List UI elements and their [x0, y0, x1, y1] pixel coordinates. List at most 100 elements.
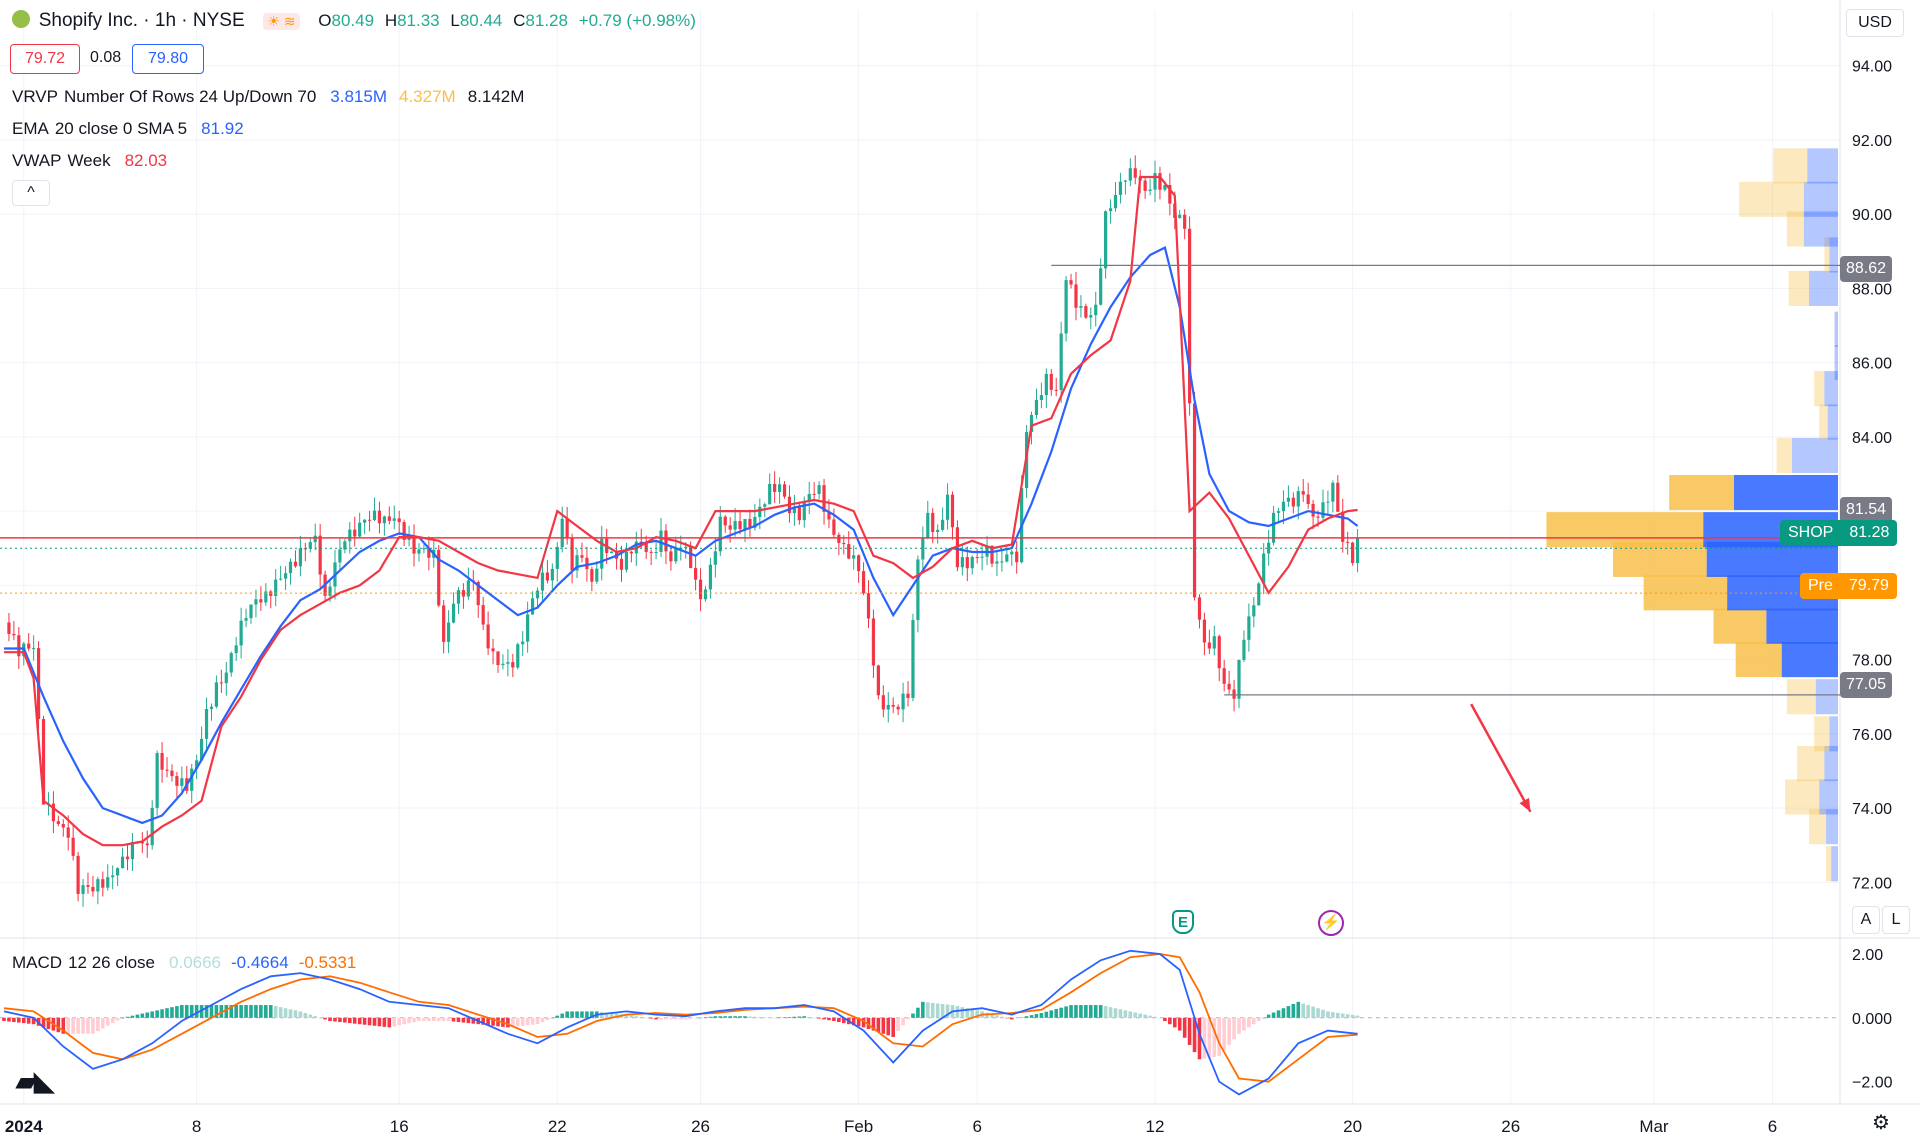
macd-histogram-bar	[965, 1008, 970, 1018]
settings-gear-icon[interactable]: ⚙	[1872, 1112, 1890, 1134]
volume-profile-up-bar	[1781, 642, 1838, 678]
macd-histogram-bar	[160, 1009, 164, 1018]
macd-histogram-bar	[1311, 1006, 1315, 1018]
macd-histogram-bar	[753, 1016, 757, 1018]
chevron-up-icon: ^	[27, 184, 35, 201]
candle-body	[239, 620, 243, 646]
candle-body	[945, 494, 950, 520]
volume-profile-down-bar	[1546, 512, 1704, 548]
candle-body	[1010, 551, 1014, 555]
y-tick-label: 76.00	[1852, 727, 1892, 744]
auto-scale-button[interactable]: A	[1852, 906, 1880, 934]
candle-body	[1341, 511, 1345, 542]
shopify-logo-icon	[12, 10, 30, 28]
vrvp-total: 8.142M	[467, 87, 525, 106]
candle-body	[1262, 553, 1266, 584]
candle-body	[1311, 503, 1315, 517]
macd-histogram-bar	[1049, 1010, 1054, 1018]
macd-histogram-bar	[1148, 1015, 1152, 1018]
candle-body	[313, 535, 317, 543]
macd-histogram-bar	[604, 1012, 609, 1018]
candle-body	[738, 521, 742, 530]
macd-histogram-bar	[520, 1017, 525, 1026]
candle-body	[1005, 554, 1009, 562]
macd-histogram-bar	[41, 1017, 46, 1028]
macd-histogram-bar	[990, 1014, 994, 1018]
macd-histogram-bar	[550, 1017, 555, 1019]
macd-histogram-bar	[698, 1017, 703, 1019]
bid-box[interactable]: 79.72	[10, 44, 80, 74]
macd-histogram-bar	[985, 1012, 989, 1018]
candle-body	[960, 557, 964, 568]
macd-histogram-bar	[254, 1005, 258, 1018]
vwap-legend[interactable]: VWAP Week 82.03	[12, 151, 168, 170]
candle-body	[1178, 214, 1182, 218]
candle-body	[792, 507, 796, 514]
ema-legend[interactable]: EMA 20 close 0 SMA 5 81.92	[12, 119, 244, 138]
currency-selector[interactable]: USD	[1846, 9, 1904, 37]
volume-profile-down-bar	[1824, 237, 1830, 273]
macd-histogram-bar	[1207, 1017, 1212, 1058]
macd-histogram-bar	[219, 1005, 224, 1018]
candle-body	[728, 525, 732, 530]
macd-histogram-bar	[540, 1017, 545, 1023]
candle-body	[585, 557, 589, 570]
symbol-title[interactable]: Shopify Inc. · 1h · NYSE	[38, 10, 245, 31]
macd-histogram-bar	[644, 1017, 648, 1019]
dividend-bolt-icon[interactable]: ⚡	[1318, 910, 1344, 936]
candle-body	[1039, 395, 1043, 400]
macd-histogram-bar	[96, 1017, 100, 1032]
macd-histogram-bar	[76, 1017, 80, 1034]
ohlc-values: O80.49 H81.33 L80.44 C81.28 +0.79 (+0.98…	[318, 11, 696, 30]
candle-body	[1227, 683, 1231, 690]
candle-body	[145, 843, 149, 846]
macd-histogram-bar	[891, 1017, 895, 1037]
collapse-legend-button[interactable]: ^	[12, 180, 50, 206]
candle-body	[852, 555, 856, 559]
candle-body	[175, 776, 179, 786]
candle-body	[293, 561, 298, 567]
macd-histogram-bar	[17, 1017, 21, 1023]
macd-histogram-bar	[728, 1016, 732, 1018]
macd-histogram-bar	[431, 1017, 436, 1021]
log-scale-button[interactable]: L	[1882, 906, 1910, 934]
candle-body	[96, 879, 100, 892]
candle-body	[491, 648, 495, 652]
candle-body	[936, 529, 940, 533]
candle-body	[81, 885, 85, 894]
x-tick-label: 6	[972, 1117, 981, 1136]
earnings-icon[interactable]: E	[1172, 910, 1194, 934]
macd-histogram-bar	[525, 1017, 530, 1026]
macd-histogram-bar	[669, 1017, 673, 1020]
macd-histogram-bar	[278, 1007, 283, 1018]
candle-body	[466, 580, 470, 597]
candle-body	[1069, 280, 1073, 285]
macd-histogram-bar	[86, 1017, 90, 1034]
macd-histogram-bar	[130, 1015, 135, 1018]
vrvp-legend[interactable]: VRVP Number Of Rows 24 Up/Down 70 3.815M 4.…	[12, 87, 525, 106]
x-tick-label: 2024	[5, 1117, 43, 1136]
macd-histogram-bar	[61, 1017, 66, 1034]
macd-legend[interactable]: MACD 12 26 close 0.0666 -0.4664 -0.5331	[12, 953, 357, 972]
macd-histogram-bar	[352, 1017, 357, 1024]
macd-histogram-bar	[1089, 1005, 1093, 1018]
ask-box[interactable]: 79.80	[132, 44, 204, 74]
symbol-legend: Shopify Inc. · 1h · NYSE ☀ ≋ O80.49 H81.…	[12, 10, 708, 32]
candle-body	[1163, 185, 1167, 190]
candle-body	[422, 548, 426, 550]
macd-histogram-bar	[264, 1005, 268, 1018]
candle-body	[190, 768, 194, 791]
macd-histogram-bar	[1321, 1009, 1325, 1018]
candle-body	[822, 485, 826, 512]
macd-histogram-bar	[461, 1017, 466, 1023]
volume-profile-down-bar	[1814, 371, 1825, 407]
candle-body	[249, 604, 253, 619]
macd-histogram-bar	[1133, 1012, 1138, 1018]
macd-histogram-bar	[609, 1013, 614, 1018]
macd-histogram-bar	[1177, 1017, 1182, 1031]
candle-body	[1281, 501, 1286, 512]
macd-histogram-bar	[1252, 1017, 1256, 1025]
candle-body	[807, 493, 811, 502]
candle-body	[86, 885, 90, 887]
